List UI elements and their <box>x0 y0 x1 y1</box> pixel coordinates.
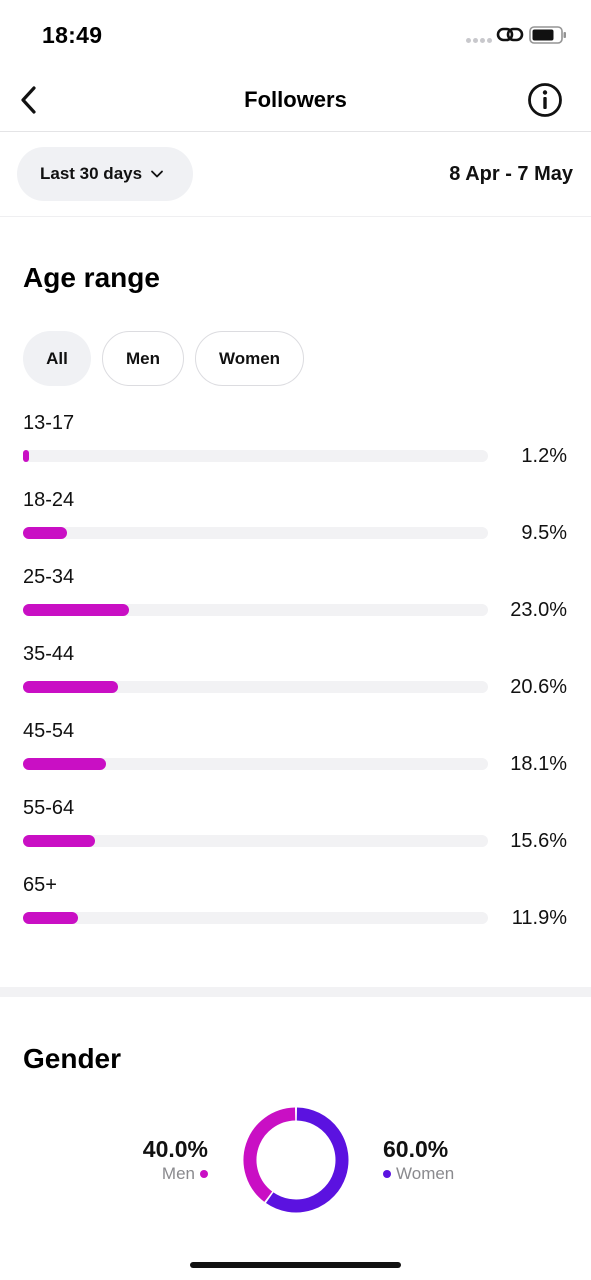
age-percent: 15.6% <box>510 830 567 852</box>
age-percent: 18.1% <box>510 753 567 775</box>
bar-fill <box>23 604 129 616</box>
age-label: 65+ <box>23 874 57 896</box>
status-bar: 18:49 <box>0 0 591 70</box>
segment-men[interactable]: Men <box>102 331 184 386</box>
donut-slice-women <box>265 1107 349 1213</box>
men-dot <box>200 1170 208 1178</box>
age-percent: 11.9% <box>511 907 567 929</box>
date-range-label: Last 30 days <box>40 164 143 183</box>
age-label: 55-64 <box>23 797 75 819</box>
back-button[interactable] <box>12 80 46 120</box>
age-row: 65+ 11.9% <box>23 874 573 951</box>
donut-slice-men <box>243 1107 296 1202</box>
page-title: Followers <box>244 87 347 112</box>
bar-track <box>23 912 488 924</box>
gender-donut-chart <box>243 1107 349 1213</box>
section-divider <box>0 987 591 997</box>
age-range-list: 13-17 1.2% 18-24 9.5% 25-34 23.0% 35-44 … <box>23 412 573 951</box>
age-percent: 23.0% <box>510 599 567 621</box>
home-indicator <box>190 1262 401 1268</box>
battery-icon <box>529 26 566 44</box>
age-percent: 20.6% <box>510 676 567 698</box>
chevron-down-icon <box>151 170 163 178</box>
bar-fill <box>23 450 29 462</box>
date-range-dropdown[interactable]: Last 30 days <box>17 147 193 201</box>
age-label: 35-44 <box>23 643 75 665</box>
info-circle-icon[interactable] <box>527 82 563 118</box>
age-row: 35-44 20.6% <box>23 643 573 720</box>
bar-fill <box>23 758 107 770</box>
age-percent: 9.5% <box>521 522 567 544</box>
date-span: 8 Apr - 7 May <box>449 163 573 185</box>
age-row: 18-24 9.5% <box>23 489 573 566</box>
men-percent: 40.0% <box>142 1136 208 1162</box>
age-label: 13-17 <box>23 412 75 434</box>
women-label: Women <box>396 1164 455 1183</box>
segment-women[interactable]: Women <box>195 331 304 386</box>
women-legend: Women <box>383 1164 454 1184</box>
chevron-left-icon <box>21 86 36 114</box>
age-row: 55-64 15.6% <box>23 797 573 874</box>
men-label: Men <box>161 1164 195 1183</box>
age-label: 45-54 <box>23 720 75 742</box>
bar-fill <box>23 527 67 539</box>
age-row: 13-17 1.2% <box>23 412 573 489</box>
men-legend: Men <box>128 1164 208 1184</box>
segment-all[interactable]: All <box>23 331 91 386</box>
bar-track <box>23 681 488 693</box>
signal-icon <box>466 38 492 43</box>
age-percent: 1.2% <box>521 445 567 467</box>
age-label: 25-34 <box>23 566 75 588</box>
women-dot <box>383 1170 391 1178</box>
gender-filter-segments: All Men Women <box>23 331 304 386</box>
bar-fill <box>23 835 95 847</box>
bar-track <box>23 835 488 847</box>
age-range-title: Age range <box>23 262 160 293</box>
age-row: 25-34 23.0% <box>23 566 573 643</box>
date-filter-row: Last 30 days 8 Apr - 7 May <box>0 133 591 217</box>
gender-title: Gender <box>23 1043 122 1074</box>
bar-track <box>23 527 488 539</box>
bar-track <box>23 450 488 462</box>
bar-fill <box>23 912 78 924</box>
bar-fill <box>23 681 118 693</box>
age-row: 45-54 18.1% <box>23 720 573 797</box>
women-percent: 60.0% <box>383 1136 449 1162</box>
status-time: 18:49 <box>42 22 103 48</box>
nav-bar: Followers <box>0 70 591 132</box>
bar-track <box>23 758 488 770</box>
age-label: 18-24 <box>23 489 75 511</box>
bar-track <box>23 604 488 616</box>
link-icon <box>496 27 524 42</box>
